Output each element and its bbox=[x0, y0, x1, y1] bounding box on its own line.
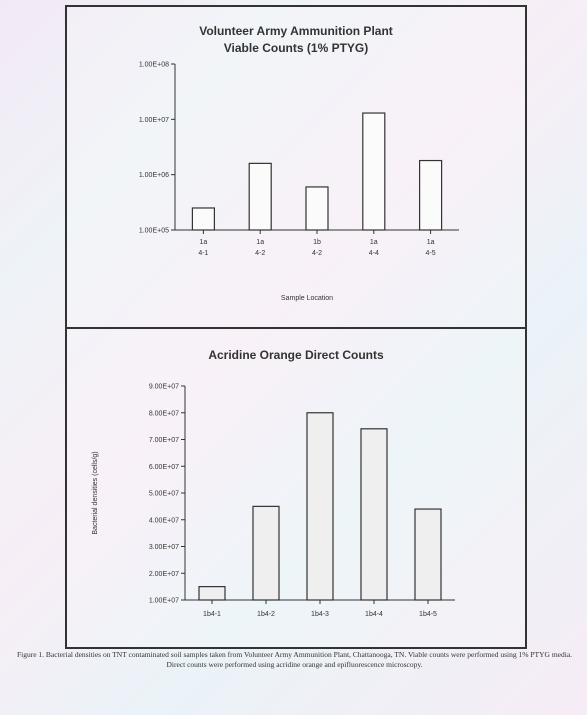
x-tick-label: 4-2 bbox=[312, 250, 322, 257]
y-tick-label: 1.00E+07 bbox=[149, 598, 179, 605]
bar bbox=[360, 428, 388, 601]
y-tick-label: 1.00E+07 bbox=[139, 117, 169, 124]
x-tick-label: 1b4-4 bbox=[365, 611, 383, 618]
x-tick-label: 1a bbox=[370, 239, 378, 246]
y-tick-label: 8.00E+07 bbox=[149, 410, 179, 417]
bar bbox=[305, 186, 329, 231]
y-tick-label: 9.00E+07 bbox=[149, 384, 179, 391]
chart-title: Acridine Orange Direct Counts bbox=[208, 348, 384, 362]
bar bbox=[414, 508, 442, 601]
x-tick-label: 4-5 bbox=[426, 250, 436, 257]
figure-caption: Figure 1. Bacterial densities on TNT con… bbox=[16, 650, 573, 669]
y-tick-label: 3.00E+07 bbox=[149, 544, 179, 551]
x-tick-label: 4-4 bbox=[369, 250, 379, 257]
x-tick-label: 1b4-3 bbox=[311, 611, 329, 618]
x-tick-label: 4-2 bbox=[255, 250, 265, 257]
bar bbox=[306, 412, 334, 601]
y-tick-label: 2.00E+07 bbox=[149, 571, 179, 578]
y-tick-label: 1.00E+08 bbox=[139, 62, 169, 69]
y-tick-label: 7.00E+07 bbox=[149, 437, 179, 444]
viable-counts-chart: Volunteer Army Ammunition Plant Viable C… bbox=[139, 24, 459, 302]
x-axis-label: Sample Location bbox=[281, 295, 333, 302]
x-tick-label: 1a bbox=[427, 239, 435, 246]
y-tick-label: 6.00E+07 bbox=[149, 464, 179, 471]
chart-subtitle: Viable Counts (1% PTYG) bbox=[224, 41, 368, 55]
x-tick-label: 1b bbox=[313, 239, 321, 246]
bar bbox=[419, 159, 443, 231]
y-axis-label: Bacterial densities (cells/g) bbox=[92, 451, 99, 534]
x-tick-label: 1a bbox=[256, 239, 264, 246]
direct-counts-chart-panel: Acridine Orange Direct Counts 9.00E+07 8.… bbox=[65, 327, 527, 649]
chart-title: Volunteer Army Ammunition Plant bbox=[199, 24, 393, 38]
x-tick-label: 1b4-1 bbox=[203, 611, 221, 618]
x-tick-label: 1b4-5 bbox=[419, 611, 437, 618]
bar bbox=[191, 207, 216, 231]
x-tick-label: 4-1 bbox=[198, 250, 208, 257]
bar bbox=[362, 112, 386, 231]
direct-counts-chart: Acridine Orange Direct Counts 9.00E+07 8.… bbox=[92, 348, 455, 618]
y-tick-label: 1.00E+06 bbox=[139, 172, 169, 179]
x-tick-label: 1a bbox=[200, 239, 208, 246]
viable-counts-chart-panel: Volunteer Army Ammunition Plant Viable C… bbox=[65, 5, 527, 329]
x-tick-label: 1b4-2 bbox=[257, 611, 275, 618]
y-tick-label: 1.00E+05 bbox=[139, 228, 169, 235]
bar bbox=[198, 586, 226, 601]
bar bbox=[252, 505, 280, 601]
y-tick-label: 5.00E+07 bbox=[149, 491, 179, 498]
y-tick-label: 4.00E+07 bbox=[149, 517, 179, 524]
bar bbox=[248, 162, 272, 231]
